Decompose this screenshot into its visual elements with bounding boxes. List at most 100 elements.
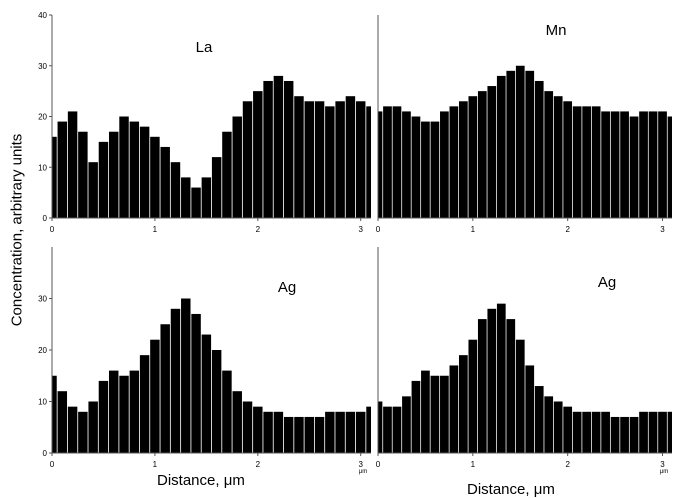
chart-bar-1-2 [57, 121, 68, 218]
chart-bar-1-22 [263, 80, 273, 218]
chart-bar-3-22 [263, 411, 273, 453]
chart-bar-4-1 [378, 401, 383, 453]
chart-bar-1-18 [222, 131, 232, 218]
chart-bar-2-19 [544, 91, 554, 218]
x-axis-label-left: Distance, μm [157, 472, 245, 489]
chart-bar-4-13 [487, 308, 497, 453]
chart-bar-1-8 [119, 116, 129, 218]
y-axis-label: Concentration, arbitrary units [8, 133, 26, 327]
chart-bar-4-23 [582, 411, 592, 453]
chart-title-4: Ag [598, 274, 616, 291]
chart-bar-1-24 [283, 80, 294, 218]
chart-bar-2-22 [572, 106, 582, 218]
chart-bar-1-16 [201, 177, 212, 218]
chart-bar-1-11 [150, 136, 160, 218]
chart-bar-3-9 [129, 370, 140, 453]
chart-bar-1-6 [98, 141, 109, 218]
chart-bar-2-26 [610, 111, 620, 218]
chart-bar-3-19 [232, 391, 242, 453]
chart-bar-2-5 [411, 116, 421, 218]
chart-bar-2-25 [601, 111, 610, 218]
chart-bar-4-25 [601, 411, 610, 453]
chart-bar-3-18 [222, 370, 232, 453]
chart-bar-2-27 [620, 111, 629, 218]
chart-bar-1-25 [294, 96, 304, 218]
chart-bar-4-21 [563, 406, 573, 453]
chart-bar-1-13 [170, 162, 181, 218]
chart-bar-4-16 [515, 339, 525, 453]
chart-bar-3-2 [57, 391, 68, 453]
chart-bar-2-24 [591, 106, 601, 218]
chart-bar-1-19 [232, 116, 242, 218]
chart-bar-3-13 [170, 308, 181, 453]
chart-bar-2-12 [477, 91, 487, 218]
y-tick-label-3-3: 20 [38, 346, 47, 355]
chart-bar-2-1 [378, 111, 383, 218]
chart-bar-2-11 [468, 96, 478, 218]
chart-bar-3-16 [201, 334, 212, 453]
chart-bar-3-5 [88, 401, 98, 453]
x-tick-label-3-4: 3 [358, 460, 363, 469]
chart-bar-4-4 [402, 396, 411, 453]
chart-bar-1-15 [191, 187, 201, 218]
chart-bar-1-14 [181, 177, 191, 218]
chart-bar-4-12 [477, 319, 487, 453]
chart-bar-2-7 [430, 121, 440, 218]
chart-bar-1-30 [345, 96, 356, 218]
chart-bar-2-14 [496, 75, 506, 219]
chart-bar-3-32 [366, 406, 371, 453]
chart-bar-1-21 [253, 91, 263, 218]
chart-bar-4-18 [534, 386, 544, 453]
chart-bar-1-10 [139, 126, 150, 218]
chart-bar-2-9 [449, 106, 459, 218]
chart-bar-1-1 [52, 136, 57, 218]
chart-bar-4-2 [383, 406, 392, 453]
chart-bar-1-31 [355, 101, 366, 218]
chart-bar-2-6 [421, 121, 430, 218]
y-tick-label-3-2: 10 [38, 398, 47, 407]
chart-bar-4-26 [610, 416, 620, 453]
chart-bar-4-3 [392, 406, 402, 453]
x-tick-label-3-2: 1 [153, 460, 158, 469]
y-tick-label-1-1: 0 [43, 214, 48, 223]
chart-bar-4-14 [496, 303, 506, 453]
chart-bar-3-17 [211, 350, 222, 453]
chart-bar-4-11 [468, 339, 478, 453]
chart-bar-1-12 [160, 146, 170, 218]
y-tick-label-1-3: 20 [38, 113, 47, 122]
chart-bar-1-20 [242, 101, 253, 218]
chart-bar-3-7 [109, 370, 119, 453]
chart-bar-2-13 [487, 86, 497, 218]
chart-bar-2-15 [506, 70, 516, 218]
chart-bar-4-22 [572, 411, 582, 453]
chart-bar-3-30 [345, 411, 356, 453]
chart-bar-3-27 [314, 416, 325, 453]
chart-bar-2-31 [658, 111, 667, 218]
chart-bar-2-2 [383, 106, 392, 218]
chart-bar-3-10 [139, 355, 150, 453]
x-tick-label-2-2: 1 [471, 225, 476, 234]
x-tick-label-1-4: 3 [358, 225, 363, 234]
chart-bar-1-23 [273, 75, 284, 219]
y-tick-label-1-5: 40 [38, 11, 47, 20]
chart-bar-4-27 [620, 416, 629, 453]
chart-bar-3-3 [67, 406, 78, 453]
x-unit-label-3: μm [359, 469, 367, 475]
y-tick-label-1-2: 10 [38, 163, 47, 172]
y-tick-label-3-1: 0 [43, 449, 48, 458]
chart-bar-2-18 [534, 80, 544, 218]
chart-bar-4-30 [648, 411, 658, 453]
chart-bar-2-32 [667, 116, 672, 218]
chart-bar-2-4 [402, 111, 411, 218]
chart-bar-4-8 [440, 375, 449, 453]
chart-bar-4-10 [458, 355, 468, 453]
x-tick-label-4-4: 3 [660, 460, 665, 469]
chart-bar-4-31 [658, 411, 667, 453]
x-tick-label-1-2: 1 [153, 225, 158, 234]
chart-bar-3-23 [273, 411, 284, 453]
chart-bar-1-3 [67, 111, 78, 218]
x-tick-label-1-1: 0 [50, 225, 55, 234]
chart-bar-3-6 [98, 380, 109, 453]
chart-bar-4-7 [430, 375, 440, 453]
chart-bar-2-10 [458, 101, 468, 218]
